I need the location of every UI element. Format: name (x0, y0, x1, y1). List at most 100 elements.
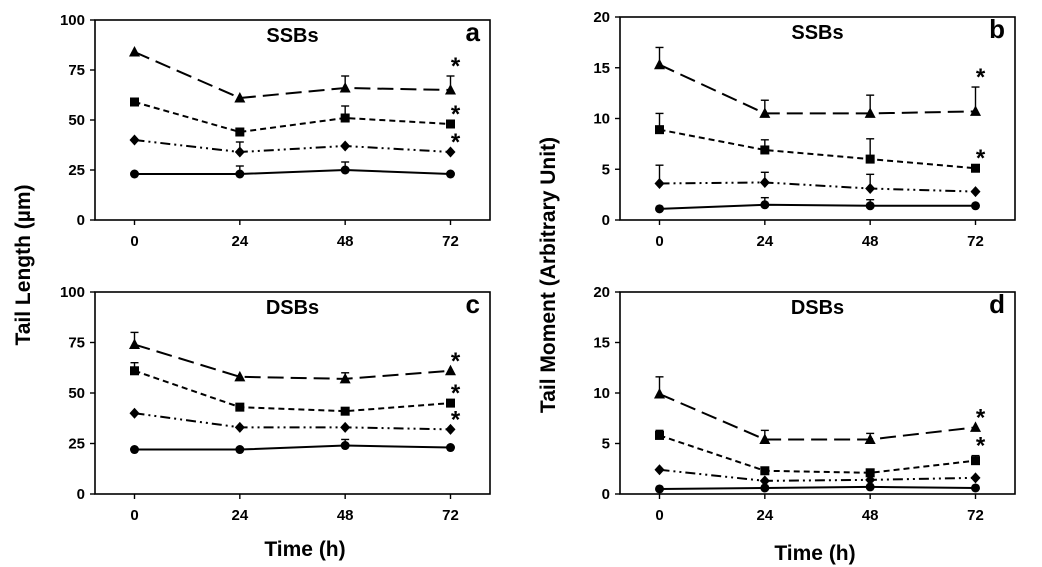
significance-asterisk: * (451, 406, 461, 433)
significance-asterisk: * (451, 348, 461, 375)
data-point (759, 433, 771, 444)
data-point (130, 366, 139, 376)
panel-letter: a (466, 17, 481, 47)
series-line (134, 101, 451, 134)
significance-asterisk: * (451, 53, 461, 80)
data-point (655, 204, 664, 214)
data-point (865, 183, 876, 195)
data-point (445, 146, 456, 158)
data-point (129, 46, 140, 57)
y-tick-label: 5 (602, 436, 610, 453)
data-point (234, 92, 246, 103)
x-tick-label: 0 (130, 233, 138, 250)
data-point (234, 146, 245, 158)
significance-asterisk: * (451, 129, 461, 156)
data-point (340, 421, 351, 433)
series-line (659, 393, 976, 441)
data-point (971, 456, 980, 466)
y-tick-label: 25 (68, 162, 85, 179)
data-point (970, 186, 981, 198)
y-tick-label: 10 (593, 111, 610, 128)
series-line (134, 412, 451, 431)
data-point (129, 134, 140, 146)
panel-letter: d (989, 289, 1005, 319)
series-line (659, 485, 976, 490)
series-square: * (655, 429, 986, 478)
significance-asterisk: * (976, 145, 986, 172)
significance-asterisk: * (976, 64, 986, 91)
data-point (235, 445, 245, 455)
data-point (864, 433, 876, 444)
y-tick-label: 100 (60, 284, 85, 301)
x-tick-label: 72 (967, 507, 984, 524)
x-tick-label: 0 (655, 233, 663, 250)
data-point (971, 483, 980, 493)
significance-asterisk: * (451, 101, 461, 128)
series-diamond (654, 164, 981, 198)
data-point (865, 201, 875, 211)
y-tick-label: 100 (60, 12, 85, 29)
chart-panel-d: 0 5 10 15 20 0 24 48 72 DSBs d ** (593, 284, 1016, 524)
y-tick-label: 15 (593, 335, 610, 352)
series-line (134, 139, 451, 154)
data-point (654, 58, 665, 70)
series-line (134, 168, 451, 175)
series-square: * (655, 112, 986, 173)
data-point (340, 406, 350, 416)
series-square: * (130, 362, 461, 416)
x-axis-label-left: Time (h) (264, 538, 345, 561)
panel-title: SSBs (266, 25, 318, 47)
y-tick-label: 50 (68, 385, 85, 402)
data-point (446, 443, 455, 453)
data-point (445, 84, 456, 95)
series-triangle: * (654, 376, 986, 444)
panel-letter: c (466, 289, 480, 319)
series-line (659, 63, 976, 115)
y-tick-label: 5 (602, 161, 610, 178)
series-diamond (654, 464, 981, 487)
data-point (864, 107, 876, 118)
series-line (659, 468, 976, 482)
data-point (865, 474, 876, 486)
series-line (659, 128, 976, 170)
series-line (134, 343, 451, 380)
series-diamond: * (129, 129, 461, 158)
series-circle (655, 196, 980, 214)
x-axis-label-right: Time (h) (774, 542, 855, 565)
y-tick-label: 20 (593, 284, 610, 301)
data-point (970, 472, 981, 484)
data-point (129, 407, 140, 419)
data-point (340, 165, 350, 175)
series-square: * (130, 97, 461, 137)
data-point (655, 125, 664, 135)
data-point (865, 154, 875, 164)
data-point (760, 483, 770, 493)
significance-asterisk: * (976, 433, 986, 460)
plot-frame (619, 16, 1016, 221)
series-triangle: * (654, 46, 986, 118)
y-tick-label: 15 (593, 60, 610, 77)
data-point (865, 482, 875, 492)
y-axis-label-left: Tail Length (µm) (12, 184, 35, 345)
series-diamond: * (129, 406, 461, 435)
panel-title: DSBs (266, 297, 319, 319)
y-tick-label: 25 (68, 436, 85, 453)
data-point (340, 113, 350, 123)
data-point (446, 119, 455, 129)
data-point (339, 372, 351, 384)
data-point (760, 466, 770, 476)
x-tick-label: 48 (337, 507, 354, 524)
data-point (759, 107, 771, 118)
data-point (234, 421, 245, 433)
series-circle (130, 438, 455, 455)
x-tick-label: 72 (442, 233, 459, 250)
x-tick-label: 48 (862, 507, 879, 524)
data-point (759, 176, 770, 188)
x-tick-label: 24 (756, 507, 773, 524)
plot-frame (94, 291, 491, 495)
x-tick-label: 24 (231, 507, 248, 524)
